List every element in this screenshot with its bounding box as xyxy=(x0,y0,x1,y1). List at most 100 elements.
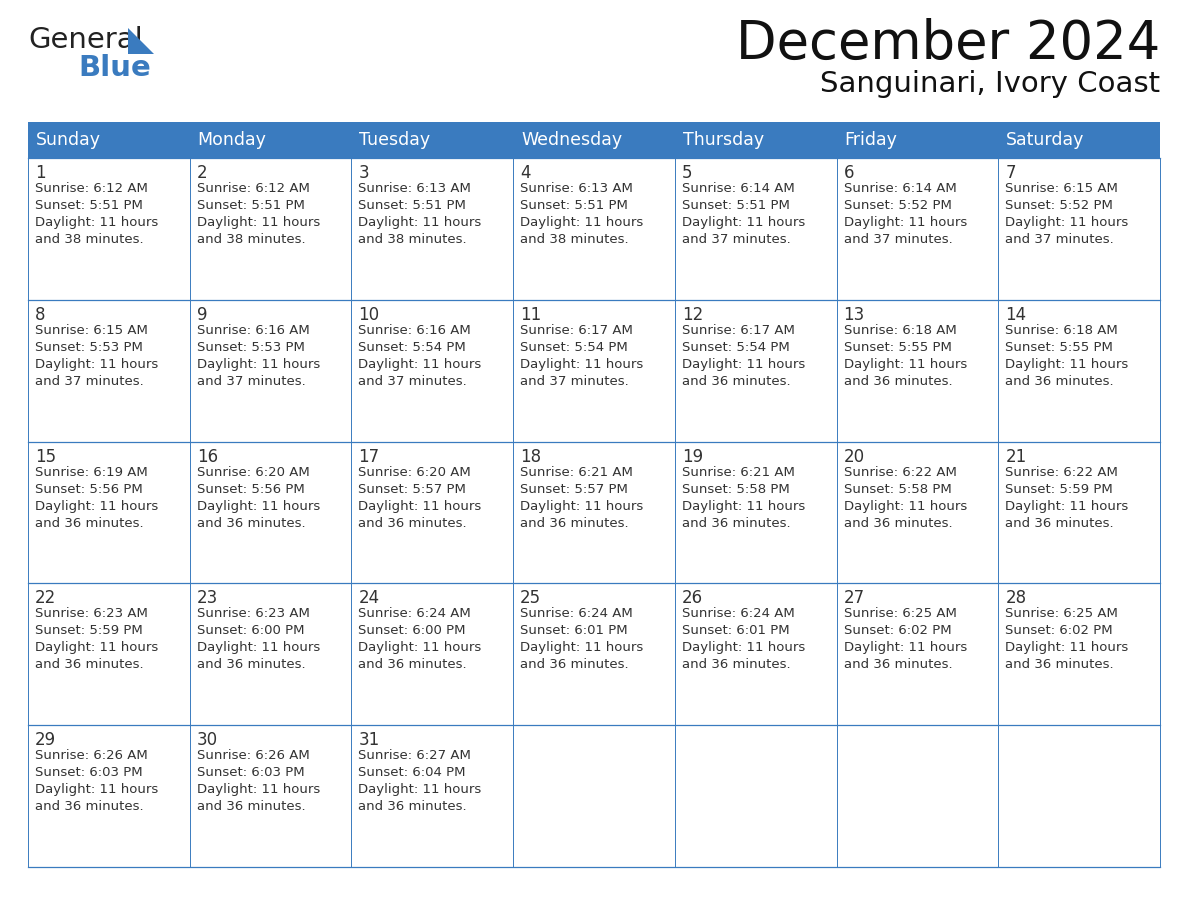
Text: Daylight: 11 hours: Daylight: 11 hours xyxy=(34,216,158,229)
Text: Daylight: 11 hours: Daylight: 11 hours xyxy=(843,499,967,512)
Text: 8: 8 xyxy=(34,306,45,324)
Bar xyxy=(675,442,836,584)
Bar xyxy=(29,122,190,158)
Text: Daylight: 11 hours: Daylight: 11 hours xyxy=(682,499,805,512)
Text: and 36 minutes.: and 36 minutes. xyxy=(197,517,305,530)
Text: Sunrise: 6:24 AM: Sunrise: 6:24 AM xyxy=(520,608,633,621)
Text: 15: 15 xyxy=(34,448,56,465)
Bar xyxy=(190,442,352,584)
Text: 6: 6 xyxy=(843,164,854,182)
Text: Sunset: 5:54 PM: Sunset: 5:54 PM xyxy=(359,341,466,353)
Bar xyxy=(675,122,836,158)
Bar xyxy=(513,300,675,442)
Text: December 2024: December 2024 xyxy=(735,18,1159,70)
Text: Sunset: 5:59 PM: Sunset: 5:59 PM xyxy=(34,624,143,637)
Text: Daylight: 11 hours: Daylight: 11 hours xyxy=(197,642,320,655)
Text: 25: 25 xyxy=(520,589,542,608)
Text: and 36 minutes.: and 36 minutes. xyxy=(34,658,144,671)
Bar xyxy=(352,584,513,725)
Text: Sunset: 5:51 PM: Sunset: 5:51 PM xyxy=(520,199,628,212)
Text: Sunset: 5:58 PM: Sunset: 5:58 PM xyxy=(843,483,952,496)
Bar xyxy=(836,442,998,584)
Text: Sunrise: 6:14 AM: Sunrise: 6:14 AM xyxy=(682,182,795,195)
Text: 9: 9 xyxy=(197,306,207,324)
Text: Sunset: 5:57 PM: Sunset: 5:57 PM xyxy=(359,483,467,496)
Text: and 36 minutes.: and 36 minutes. xyxy=(520,658,628,671)
Text: Daylight: 11 hours: Daylight: 11 hours xyxy=(682,358,805,371)
Text: 4: 4 xyxy=(520,164,531,182)
Text: Sunrise: 6:22 AM: Sunrise: 6:22 AM xyxy=(1005,465,1118,478)
Text: Sunset: 5:53 PM: Sunset: 5:53 PM xyxy=(34,341,143,353)
Text: 29: 29 xyxy=(34,732,56,749)
Text: Daylight: 11 hours: Daylight: 11 hours xyxy=(34,358,158,371)
Text: Daylight: 11 hours: Daylight: 11 hours xyxy=(359,642,481,655)
Text: Sunrise: 6:24 AM: Sunrise: 6:24 AM xyxy=(359,608,472,621)
Text: 23: 23 xyxy=(197,589,217,608)
Bar xyxy=(836,584,998,725)
Text: Sunset: 5:57 PM: Sunset: 5:57 PM xyxy=(520,483,628,496)
Text: Daylight: 11 hours: Daylight: 11 hours xyxy=(520,216,644,229)
Bar xyxy=(190,158,352,300)
Text: Sunrise: 6:13 AM: Sunrise: 6:13 AM xyxy=(520,182,633,195)
Text: Sunrise: 6:16 AM: Sunrise: 6:16 AM xyxy=(197,324,309,337)
Text: Sunrise: 6:24 AM: Sunrise: 6:24 AM xyxy=(682,608,795,621)
Text: 20: 20 xyxy=(843,448,865,465)
Text: and 36 minutes.: and 36 minutes. xyxy=(34,517,144,530)
Bar xyxy=(352,158,513,300)
Text: 5: 5 xyxy=(682,164,693,182)
Text: and 36 minutes.: and 36 minutes. xyxy=(359,517,467,530)
Text: Sunrise: 6:21 AM: Sunrise: 6:21 AM xyxy=(682,465,795,478)
Text: 31: 31 xyxy=(359,732,380,749)
Bar xyxy=(513,122,675,158)
Text: Sunset: 5:59 PM: Sunset: 5:59 PM xyxy=(1005,483,1113,496)
Text: 14: 14 xyxy=(1005,306,1026,324)
Bar xyxy=(675,584,836,725)
Text: Sunrise: 6:12 AM: Sunrise: 6:12 AM xyxy=(197,182,310,195)
Text: and 36 minutes.: and 36 minutes. xyxy=(359,658,467,671)
Text: Sunset: 5:52 PM: Sunset: 5:52 PM xyxy=(1005,199,1113,212)
Text: Sunrise: 6:26 AM: Sunrise: 6:26 AM xyxy=(197,749,309,762)
Bar xyxy=(513,442,675,584)
Text: 2: 2 xyxy=(197,164,208,182)
Text: Sunrise: 6:12 AM: Sunrise: 6:12 AM xyxy=(34,182,147,195)
Text: and 37 minutes.: and 37 minutes. xyxy=(1005,233,1114,246)
Bar xyxy=(352,725,513,867)
Text: Daylight: 11 hours: Daylight: 11 hours xyxy=(359,499,481,512)
Text: 7: 7 xyxy=(1005,164,1016,182)
Text: 11: 11 xyxy=(520,306,542,324)
Bar xyxy=(836,725,998,867)
Text: Daylight: 11 hours: Daylight: 11 hours xyxy=(34,642,158,655)
Bar xyxy=(352,300,513,442)
Text: Sunrise: 6:17 AM: Sunrise: 6:17 AM xyxy=(682,324,795,337)
Text: Sunrise: 6:13 AM: Sunrise: 6:13 AM xyxy=(359,182,472,195)
Text: Sunrise: 6:27 AM: Sunrise: 6:27 AM xyxy=(359,749,472,762)
Text: Sunset: 5:51 PM: Sunset: 5:51 PM xyxy=(34,199,143,212)
Text: Daylight: 11 hours: Daylight: 11 hours xyxy=(34,499,158,512)
Text: Sunrise: 6:18 AM: Sunrise: 6:18 AM xyxy=(1005,324,1118,337)
Text: Sunrise: 6:17 AM: Sunrise: 6:17 AM xyxy=(520,324,633,337)
Text: Daylight: 11 hours: Daylight: 11 hours xyxy=(1005,216,1129,229)
Text: Thursday: Thursday xyxy=(683,131,764,149)
Bar xyxy=(190,584,352,725)
Text: 19: 19 xyxy=(682,448,703,465)
Bar xyxy=(836,300,998,442)
Text: Sunrise: 6:23 AM: Sunrise: 6:23 AM xyxy=(197,608,310,621)
Text: Daylight: 11 hours: Daylight: 11 hours xyxy=(843,216,967,229)
Bar xyxy=(998,442,1159,584)
Text: Wednesday: Wednesday xyxy=(522,131,623,149)
Text: Daylight: 11 hours: Daylight: 11 hours xyxy=(359,358,481,371)
Text: Sanguinari, Ivory Coast: Sanguinari, Ivory Coast xyxy=(820,70,1159,98)
Text: Sunset: 5:56 PM: Sunset: 5:56 PM xyxy=(197,483,304,496)
Text: Sunset: 6:03 PM: Sunset: 6:03 PM xyxy=(197,767,304,779)
Text: and 38 minutes.: and 38 minutes. xyxy=(359,233,467,246)
Bar xyxy=(998,300,1159,442)
Text: Daylight: 11 hours: Daylight: 11 hours xyxy=(1005,642,1129,655)
Text: Saturday: Saturday xyxy=(1006,131,1085,149)
Bar xyxy=(190,300,352,442)
Text: and 36 minutes.: and 36 minutes. xyxy=(843,375,953,387)
Bar xyxy=(998,122,1159,158)
Text: Daylight: 11 hours: Daylight: 11 hours xyxy=(682,642,805,655)
Text: and 36 minutes.: and 36 minutes. xyxy=(843,658,953,671)
Text: Sunrise: 6:26 AM: Sunrise: 6:26 AM xyxy=(34,749,147,762)
Text: 28: 28 xyxy=(1005,589,1026,608)
